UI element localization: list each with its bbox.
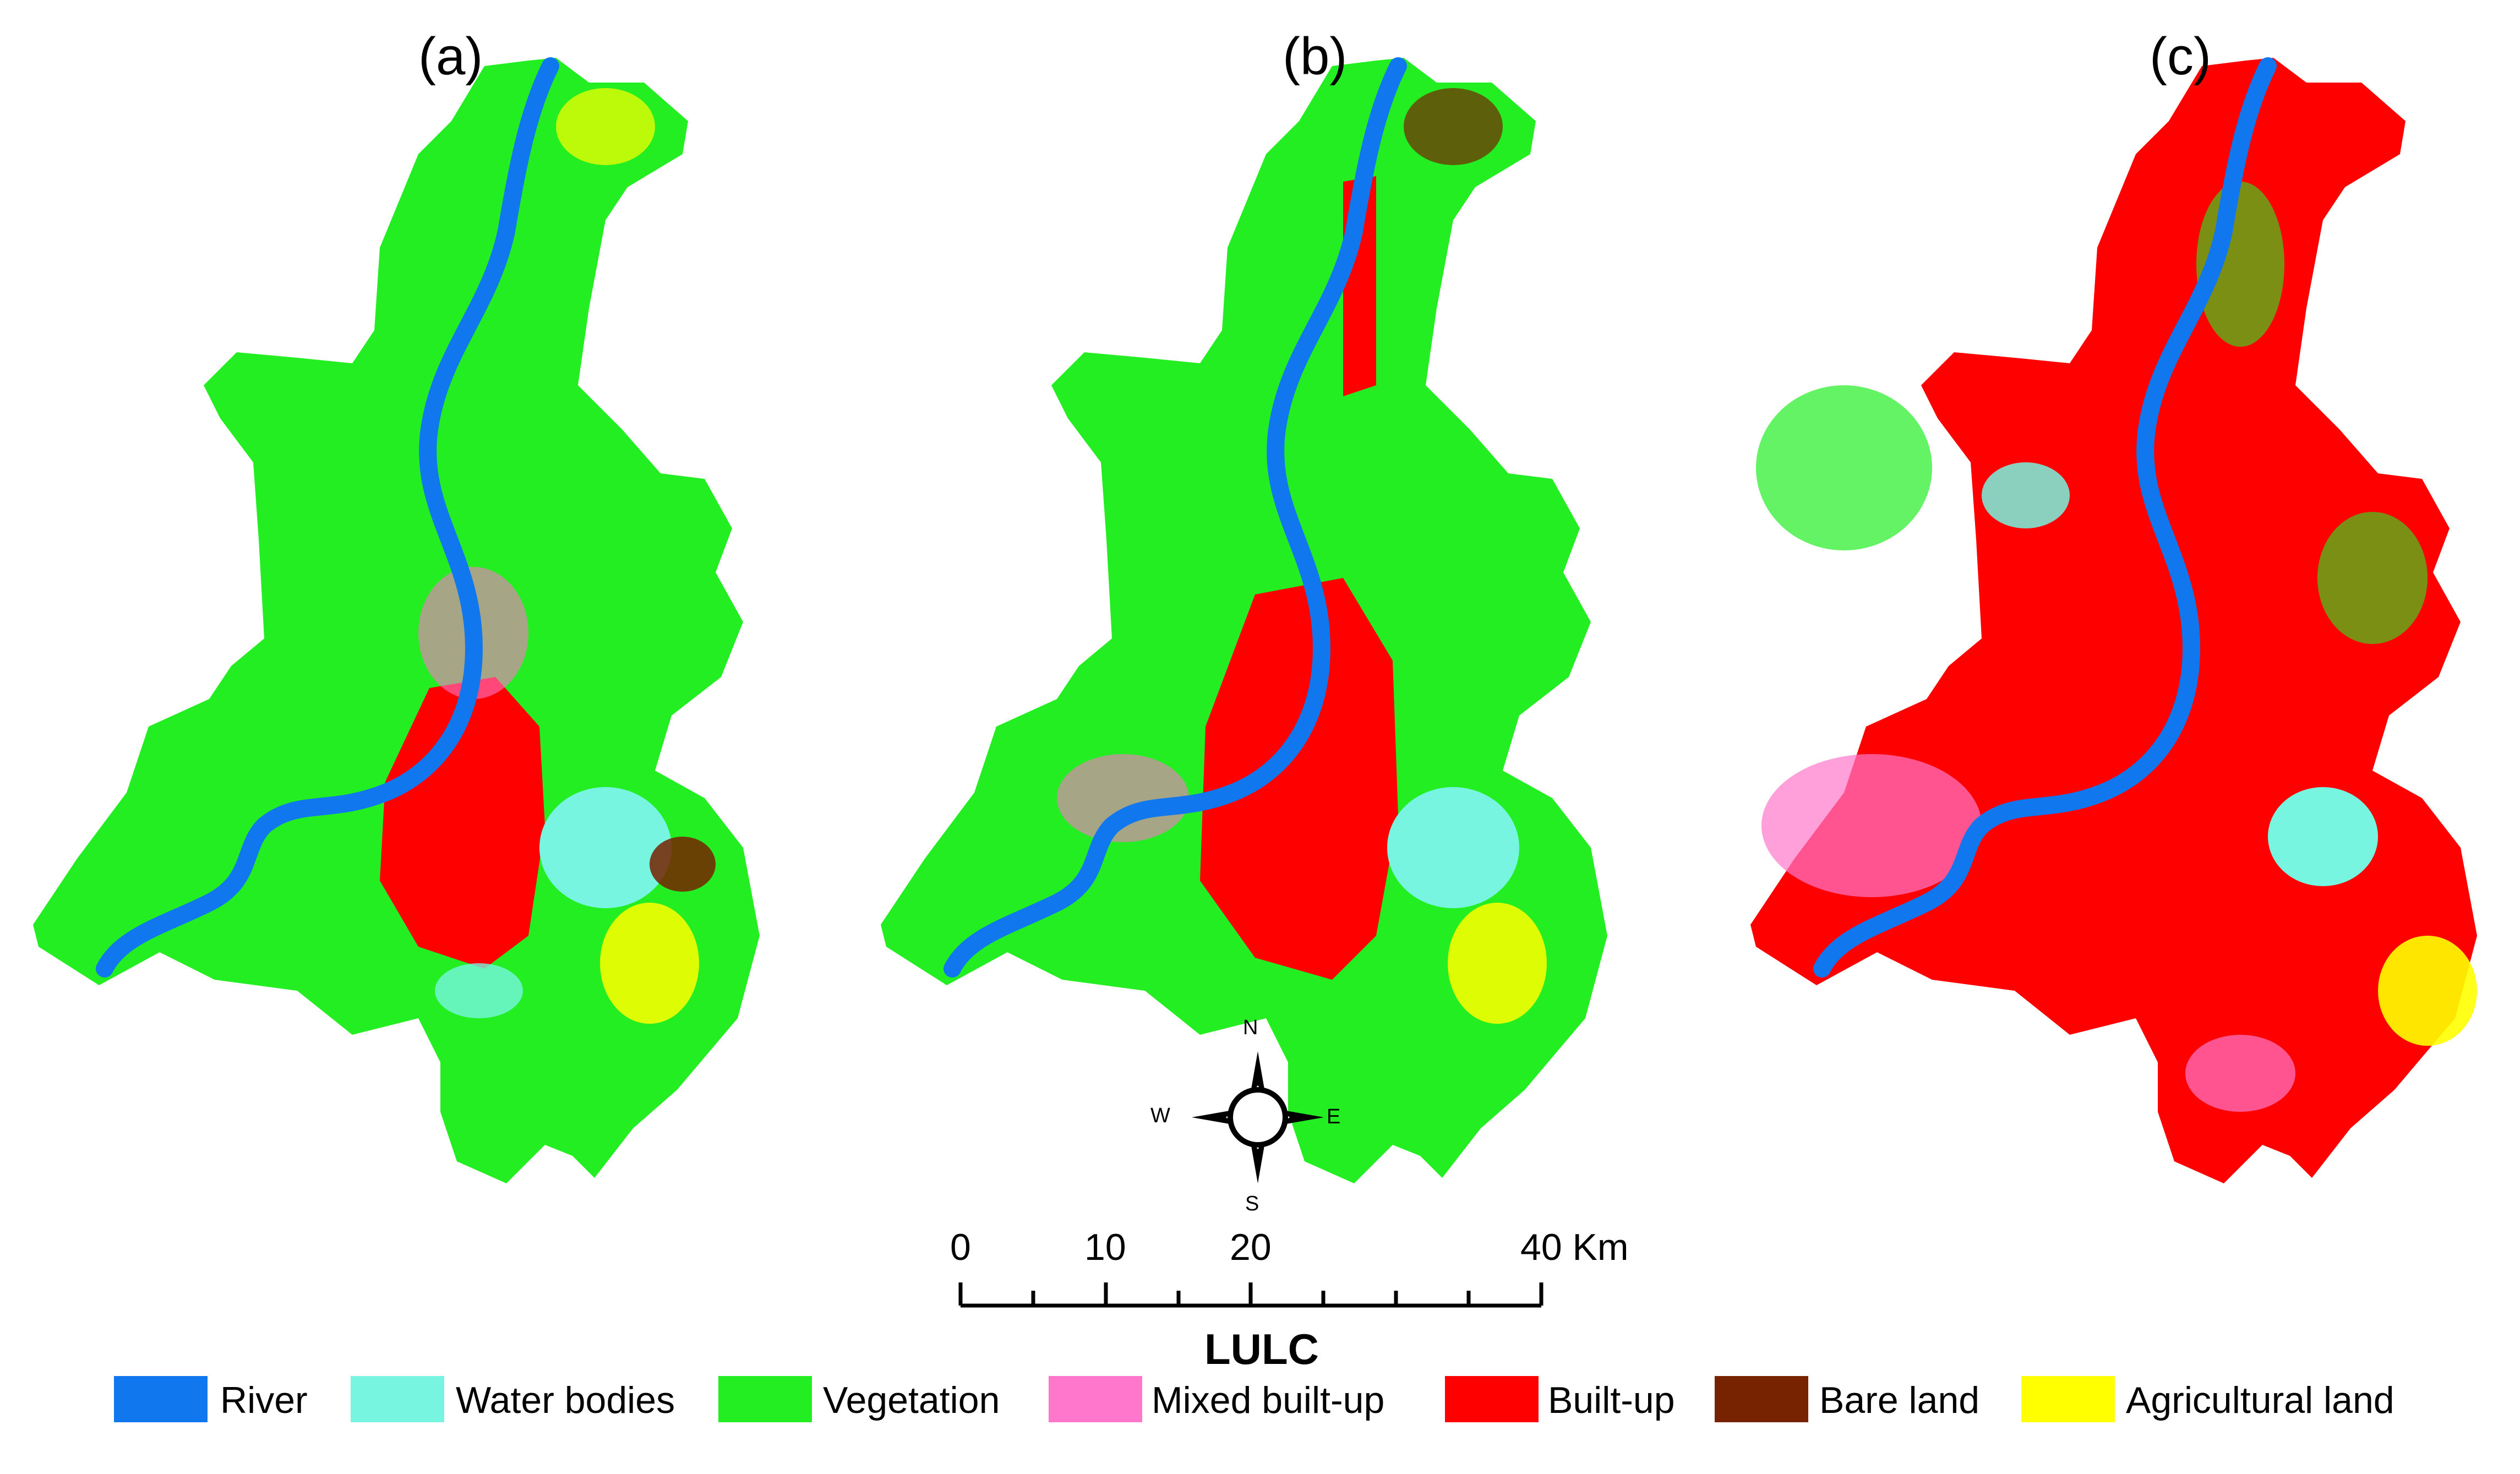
mixed-builtup-patch [2185, 1035, 2295, 1112]
legend-swatch-agricultural-land [2021, 1376, 2115, 1422]
agri-patch [2378, 936, 2477, 1046]
river [943, 57, 1407, 978]
compass-ring [1228, 1087, 1288, 1148]
legend-label-agricultural-land: Agricultural land [2126, 1379, 2394, 1421]
scale-label-0: 0 [950, 1226, 971, 1268]
legend-swatch-water-bodies [351, 1376, 444, 1422]
mixed-builtup-patch [1057, 754, 1189, 842]
bare-land-patch [650, 837, 716, 892]
compass-west-point [1192, 1110, 1236, 1125]
panel-label-a: (a) [418, 27, 483, 86]
map-panel-a [33, 57, 760, 1183]
legend-swatch-river [114, 1376, 208, 1422]
scale-label-20: 20 [1230, 1226, 1272, 1268]
panel-label-c: (c) [2150, 27, 2211, 86]
water-body-east [2268, 787, 2378, 886]
mixed-builtup-patch [1761, 754, 1982, 897]
panel-label-b: (b) [1283, 27, 1348, 86]
vegetation-patch [1354, 996, 1442, 1095]
scale-bar [958, 1282, 1543, 1308]
compass-north-point [1250, 1051, 1266, 1095]
compass-e-label: E [1327, 1105, 1341, 1128]
compass-east-point [1280, 1110, 1324, 1125]
water-body-west [1982, 462, 2070, 528]
scale-label-10: 10 [1084, 1226, 1126, 1268]
legend-swatch-mixed-builtup [1049, 1376, 1142, 1422]
compass-s-label: S [1245, 1192, 1259, 1215]
agri-patch [556, 88, 655, 165]
legend-swatch-bare-land [1715, 1376, 1808, 1422]
legend-title: LULC [1204, 1325, 1319, 1373]
builtup-core [1200, 578, 1398, 980]
legend-label-bare-land: Bare land [1819, 1379, 1980, 1421]
map-panel-b [881, 57, 1607, 1183]
legend-swatch-builtup [1445, 1376, 1539, 1422]
agri-patch [1448, 903, 1547, 1024]
builtup-core [380, 677, 545, 969]
north-arrow-icon [1192, 1051, 1324, 1183]
bare-land-patch [1404, 88, 1503, 165]
water-body-east [1387, 787, 1519, 908]
vegetation-patch [2317, 512, 2428, 644]
compass-w-label: W [1150, 1104, 1170, 1127]
scale-label-40: 40 Km [1520, 1226, 1629, 1268]
river [96, 57, 559, 978]
vegetation-patch [1756, 385, 1932, 550]
map-panel-c [1750, 57, 2477, 1183]
legend-swatch-vegetation [718, 1376, 812, 1422]
agri-patch [600, 903, 699, 1024]
legend-label-river: River [220, 1379, 308, 1421]
compass-south-point [1250, 1139, 1266, 1183]
water-body-south [435, 963, 523, 1018]
legend-label-mixed-builtup: Mixed built-up [1152, 1379, 1385, 1421]
legend-label-water-bodies: Water bodies [456, 1379, 675, 1421]
legend-label-builtup: Built-up [1548, 1379, 1675, 1421]
river [1813, 57, 2277, 978]
legend-label-vegetation: Vegetation [823, 1379, 1000, 1421]
water-body-east [539, 787, 672, 908]
compass-n-label: N [1243, 1016, 1258, 1039]
